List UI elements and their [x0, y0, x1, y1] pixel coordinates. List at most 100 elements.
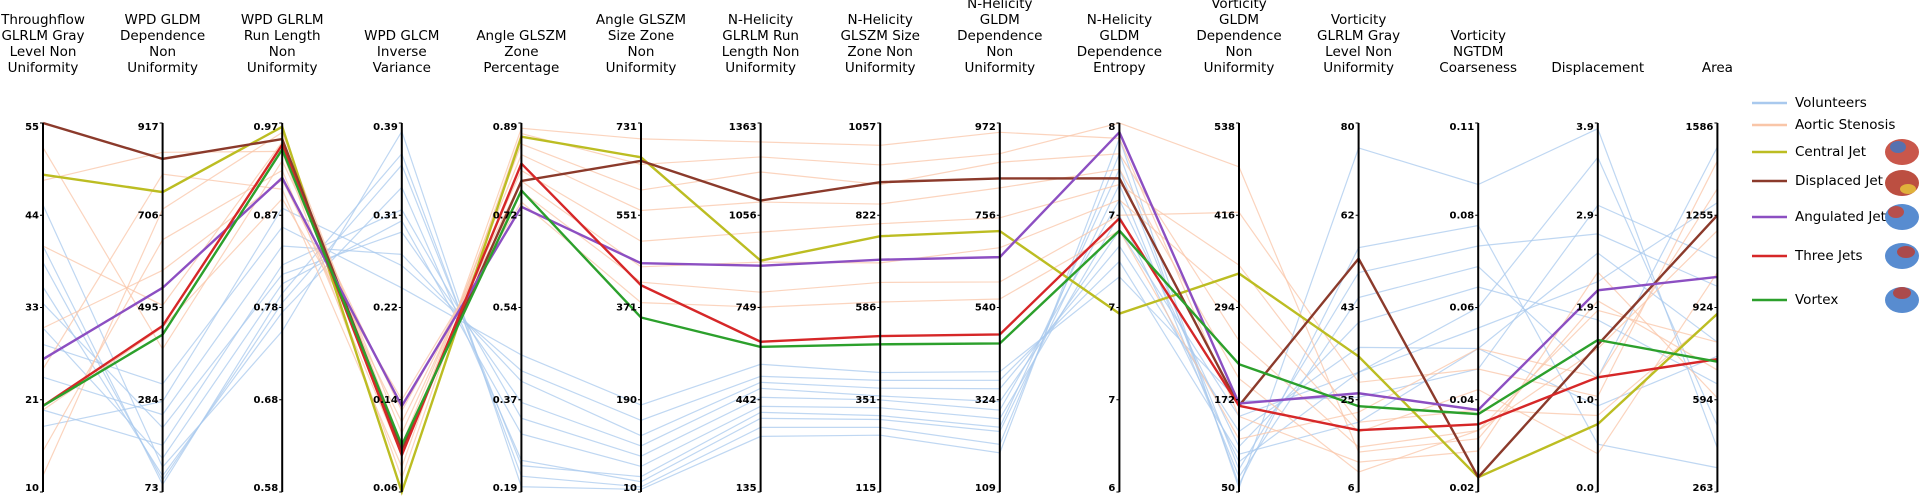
- axis-label: Zone: [504, 44, 538, 60]
- axis-label: Uniformity: [725, 60, 796, 76]
- tick-label: 33: [25, 303, 39, 314]
- tick-label: 0.06: [373, 483, 398, 494]
- tick-label: 7: [1108, 303, 1115, 314]
- tick-label: 1586: [1686, 122, 1714, 133]
- tick-label: 351: [855, 395, 876, 406]
- axis-label: Length Non: [722, 44, 800, 60]
- tick-label: 749: [736, 303, 757, 314]
- tick-label: 495: [138, 303, 159, 314]
- legend-label: Central Jet: [1795, 144, 1866, 160]
- axis-label: Percentage: [483, 60, 559, 76]
- tick-label: 0.22: [373, 303, 398, 314]
- legend-label: Volunteers: [1795, 95, 1867, 111]
- axis-label: Dependence: [1196, 28, 1281, 44]
- tick-label: 917: [138, 122, 159, 133]
- axis-label: Inverse: [377, 44, 427, 60]
- tick-label: 50: [1221, 483, 1235, 494]
- legend-icon: [1885, 204, 1919, 230]
- tick-label: 1363: [729, 122, 757, 133]
- axis-label: Non: [149, 44, 176, 60]
- axis-label: GLDM: [1219, 12, 1259, 28]
- tick-label: 25: [1341, 395, 1355, 406]
- axis-label: Angle GLSZM: [596, 12, 686, 28]
- axis-label: Uniformity: [964, 60, 1035, 76]
- axis-label: Vorticity: [1331, 12, 1387, 28]
- tick-label: 294: [1214, 303, 1235, 314]
- legend-icon: [1885, 287, 1919, 313]
- axis-label: Non: [269, 44, 296, 60]
- tick-label: 1.0: [1576, 395, 1594, 406]
- axis-label: Non: [628, 44, 655, 60]
- axis-label: Level Non: [1325, 44, 1392, 60]
- tick-label: 135: [736, 483, 757, 494]
- tick-label: 6: [1348, 483, 1355, 494]
- legend-label: Displaced Jet: [1795, 173, 1883, 189]
- tick-label: 0.06: [1450, 303, 1475, 314]
- tick-label: 115: [855, 483, 876, 494]
- tick-label: 62: [1341, 210, 1355, 221]
- tick-label: 0.37: [493, 395, 518, 406]
- tick-label: 1056: [729, 210, 757, 221]
- legend-label: Aortic Stenosis: [1795, 117, 1895, 133]
- axis-label: Zone Non: [847, 44, 913, 60]
- tick-label: 924: [1693, 303, 1714, 314]
- tick-label: 586: [855, 303, 876, 314]
- tick-label: 756: [975, 210, 996, 221]
- tick-label: 1057: [848, 122, 876, 133]
- legend-label: Angulated Jet: [1795, 209, 1886, 225]
- legend-label: Three Jets: [1794, 248, 1863, 264]
- axis-label: Level Non: [10, 44, 77, 60]
- axis-label: Dependence: [957, 28, 1042, 44]
- axis-label: GLRLM Gray: [1, 28, 84, 44]
- axis-label: Uniformity: [1204, 60, 1275, 76]
- tick-label: 0.54: [493, 303, 518, 314]
- axis-label: Uniformity: [1323, 60, 1394, 76]
- tick-label: 594: [1693, 395, 1714, 406]
- tick-label: 0.14: [373, 395, 398, 406]
- legend-icon: [1885, 139, 1919, 165]
- tick-label: 0.72: [493, 210, 518, 221]
- tick-label: 324: [975, 395, 996, 406]
- tick-label: 0.97: [254, 122, 279, 133]
- tick-label: 706: [138, 210, 159, 221]
- legend-icon: [1885, 170, 1919, 196]
- legend-label: Vortex: [1795, 292, 1838, 308]
- tick-label: 0.11: [1450, 122, 1475, 133]
- tick-label: 263: [1693, 483, 1714, 494]
- tick-label: 55: [25, 122, 39, 133]
- tick-label: 284: [138, 395, 159, 406]
- tick-label: 0.58: [254, 483, 279, 494]
- axis-label: Throughflow: [0, 12, 85, 28]
- tick-label: 8: [1108, 122, 1115, 133]
- tick-label: 731: [616, 122, 637, 133]
- tick-label: 7: [1108, 210, 1115, 221]
- tick-label: 190: [616, 395, 637, 406]
- axis-label: Vorticity: [1450, 28, 1506, 44]
- axis-label: Displacement: [1551, 60, 1644, 76]
- axis-label: N-Helicity: [728, 12, 793, 28]
- axis-label: Coarseness: [1439, 60, 1517, 76]
- tick-label: 371: [616, 303, 637, 314]
- axis-label: N-Helicity: [967, 0, 1032, 12]
- axis-label: Dependence: [120, 28, 205, 44]
- tick-label: 0.02: [1450, 483, 1475, 494]
- axis-label: Angle GLSZM: [476, 28, 566, 44]
- tick-label: 442: [736, 395, 757, 406]
- tick-label: 416: [1214, 210, 1235, 221]
- legend-icon: [1885, 243, 1919, 269]
- tick-label: 1.9: [1576, 303, 1594, 314]
- tick-label: 0.78: [254, 303, 279, 314]
- axis-label: GLSZM Size: [840, 28, 919, 44]
- tick-label: 538: [1214, 122, 1235, 133]
- axis-label: Uniformity: [8, 60, 79, 76]
- tick-label: 3.9: [1576, 122, 1594, 133]
- axis-label: GLRLM Gray: [1317, 28, 1400, 44]
- axis-label: Uniformity: [606, 60, 677, 76]
- tick-label: 822: [855, 210, 876, 221]
- tick-label: 21: [25, 395, 39, 406]
- tick-label: 0.68: [254, 395, 279, 406]
- axis-label: Variance: [373, 60, 431, 76]
- tick-label: 0.0: [1576, 483, 1594, 494]
- axis-label: GLRLM Run: [722, 28, 799, 44]
